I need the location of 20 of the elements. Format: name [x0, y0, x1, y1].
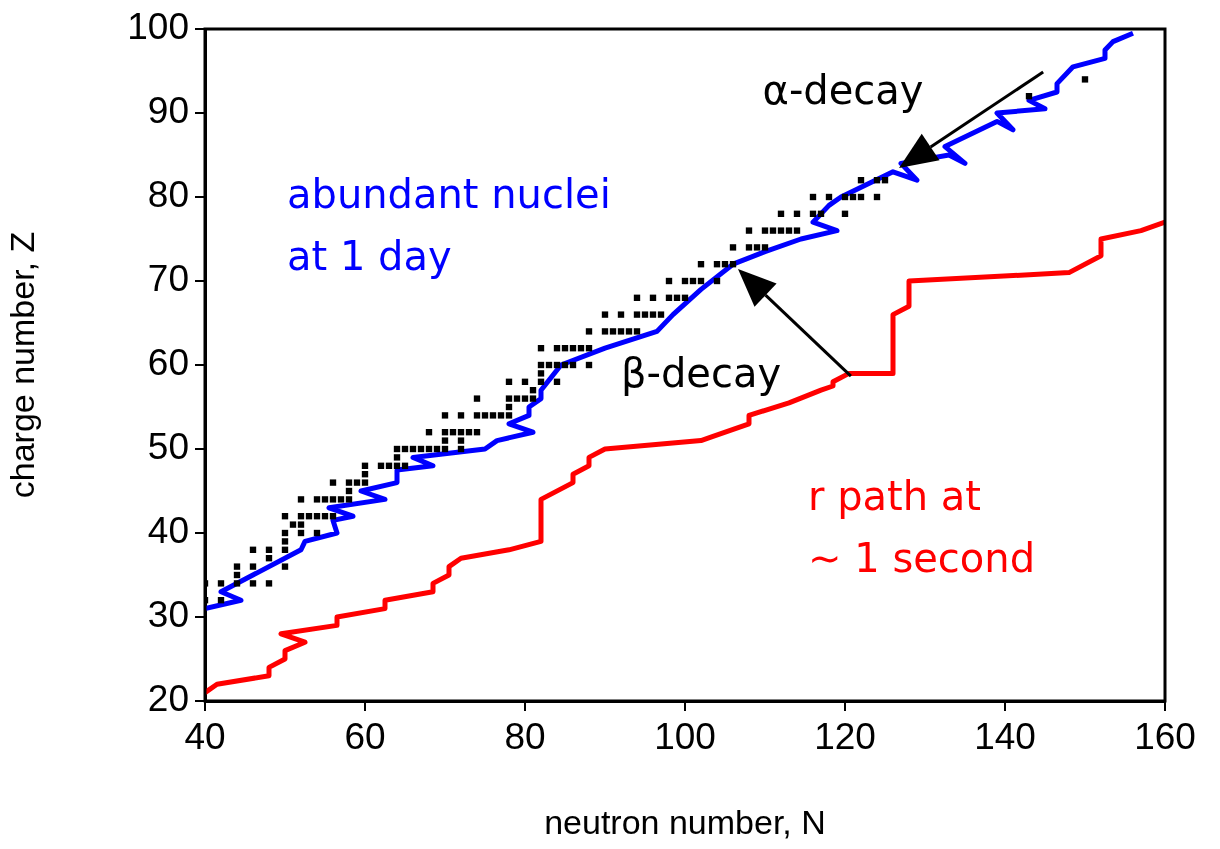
x-tick-label: 80: [504, 716, 546, 758]
y-axis-title: charge number, Z: [2, 231, 41, 499]
x-tick-label: 160: [1134, 716, 1196, 758]
x-tick-label: 60: [344, 716, 386, 758]
x-tick-label: 140: [974, 716, 1036, 758]
x-axis-title: neutron number, N: [544, 802, 826, 841]
x-tick-label: 100: [654, 716, 716, 758]
y-tick-label: 80: [147, 174, 189, 216]
series-label: r path at ∼ 1 second: [808, 473, 1036, 582]
y-tick-label: 50: [147, 426, 189, 468]
x-tick-label: 120: [814, 716, 876, 758]
series-label: abundant nuclei at 1 day: [287, 171, 611, 280]
y-tick-label: 30: [147, 594, 189, 636]
y-tick-label: 70: [147, 258, 189, 300]
annotation: α-decay: [762, 67, 924, 114]
y-tick-label: 90: [147, 90, 189, 132]
y-tick-label: 100: [127, 6, 189, 48]
annotation: β-decay: [620, 349, 782, 396]
y-tick-label: 60: [147, 342, 189, 384]
y-tick-label: 40: [147, 510, 189, 552]
